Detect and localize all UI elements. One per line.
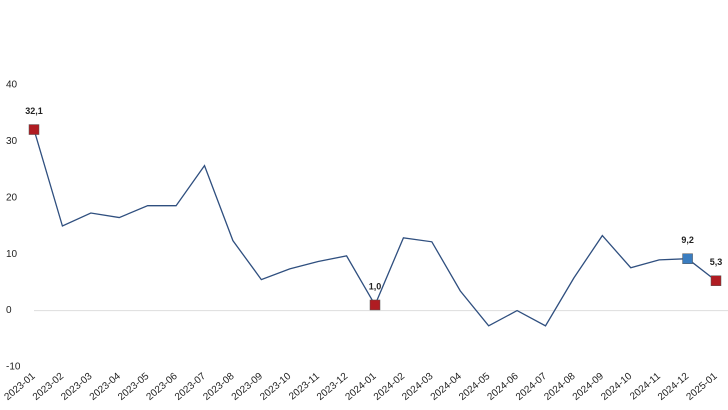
data-label: 1,0 — [369, 281, 382, 291]
y-tick-label: 0 — [6, 305, 12, 316]
data-label: 5,3 — [710, 257, 723, 267]
y-tick-label: 30 — [6, 136, 18, 147]
marker — [682, 253, 693, 264]
marker — [369, 299, 381, 311]
line — [33, 129, 717, 327]
y-tick-label: 40 — [6, 80, 18, 91]
marker — [28, 124, 40, 135]
x-tick-label: 2023-10 — [258, 371, 294, 403]
y-tick-label: -10 — [6, 362, 21, 373]
y-tick-label: 20 — [6, 192, 18, 203]
y-tick-label: 10 — [6, 249, 18, 260]
x-tick-label: 2024-10 — [599, 371, 635, 403]
marker — [710, 275, 722, 286]
data-label: 32,1 — [25, 106, 43, 116]
data-label: 9,2 — [681, 235, 694, 245]
x-tick-label: 2025-01 — [684, 371, 720, 403]
